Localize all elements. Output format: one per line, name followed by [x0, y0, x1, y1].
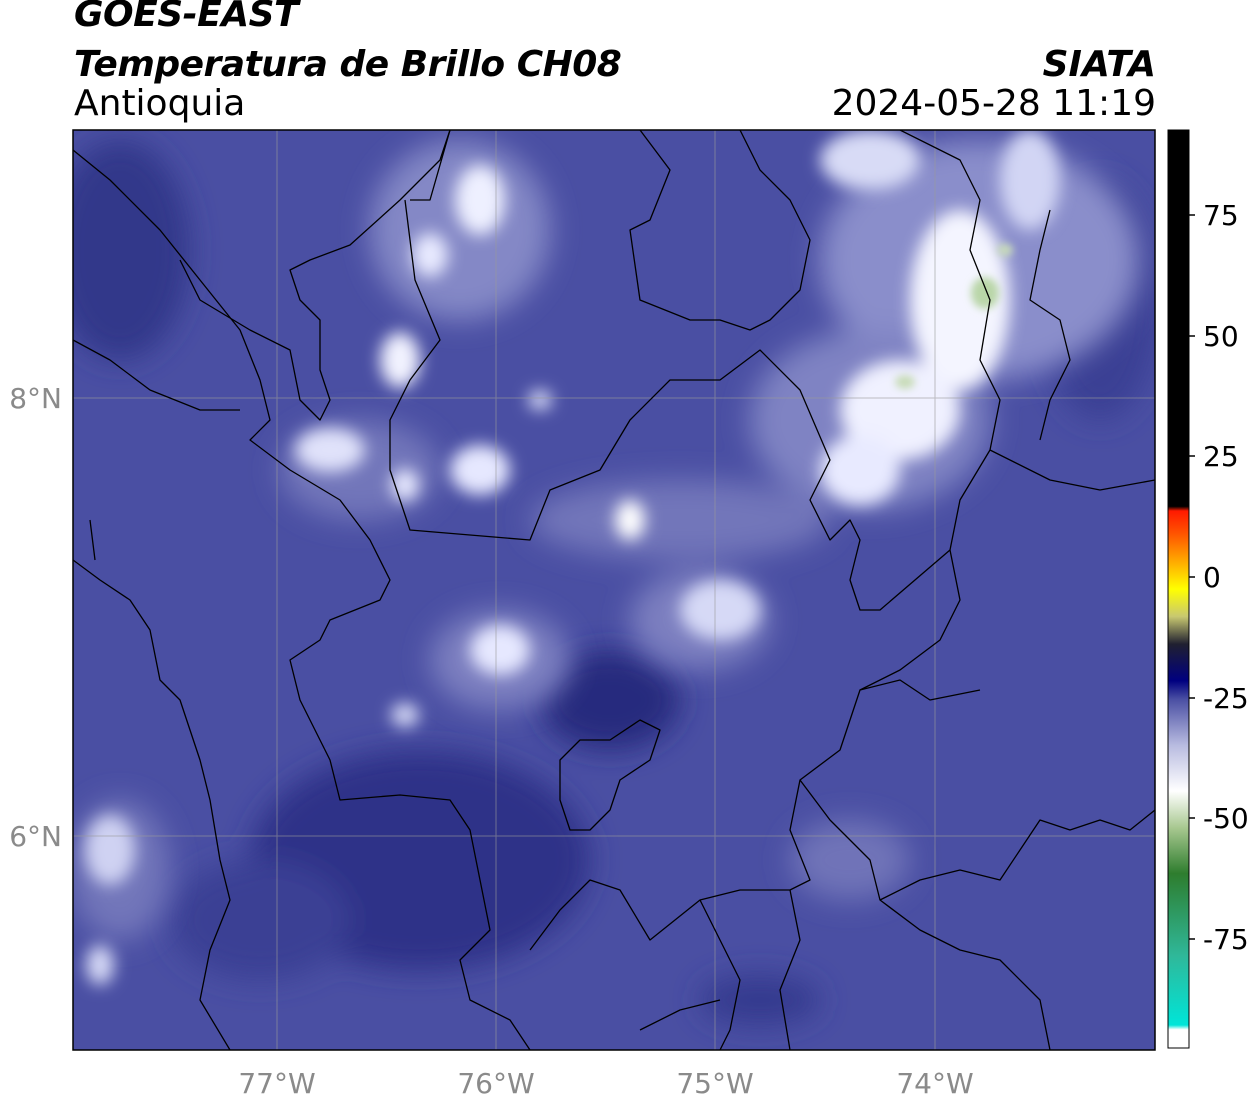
map-panel: [73, 130, 1155, 1050]
agency-label: SIATA: [1042, 44, 1156, 85]
colorbar-label: 0: [1203, 561, 1221, 594]
colorbar-label: 50: [1203, 320, 1239, 353]
colorbar-label: -75: [1203, 923, 1249, 956]
colorbar-label: 75: [1203, 199, 1239, 232]
colorbar: 75 50 25 0 -25 -50 -75: [1167, 129, 1249, 1049]
administrative-borders: [73, 130, 1155, 1050]
colorbar-label: -50: [1203, 802, 1249, 835]
lon-label: 77°W: [238, 1067, 315, 1099]
colorbar-ticks: [1189, 214, 1195, 940]
colorbar-gradient: [1168, 130, 1189, 1048]
colorbar-label: -25: [1203, 682, 1249, 715]
product-title: Temperatura de Brillo CH08: [74, 44, 622, 85]
lon-label: 76°W: [457, 1067, 534, 1099]
warm-light-regions: [73, 140, 1140, 940]
gridlines: [73, 130, 1155, 1050]
map-frame: [72, 129, 1156, 1051]
latitude-labels: 8°N 6°N: [9, 382, 62, 853]
colorbar-label: 25: [1203, 440, 1239, 473]
lat-label: 8°N: [9, 382, 62, 415]
warmest-spots: [895, 244, 1013, 389]
datetime-label: 2024-05-28 11:19: [831, 83, 1156, 124]
region-label: Antioquia: [74, 83, 246, 124]
lat-label: 6°N: [9, 820, 62, 853]
longitude-labels: 77°W 76°W 75°W 74°W: [238, 1067, 973, 1099]
lon-label: 74°W: [896, 1067, 973, 1099]
satellite-title: GOES-EAST: [74, 0, 299, 35]
lon-label: 75°W: [676, 1067, 753, 1099]
colorbar-frame: [1167, 129, 1190, 1049]
